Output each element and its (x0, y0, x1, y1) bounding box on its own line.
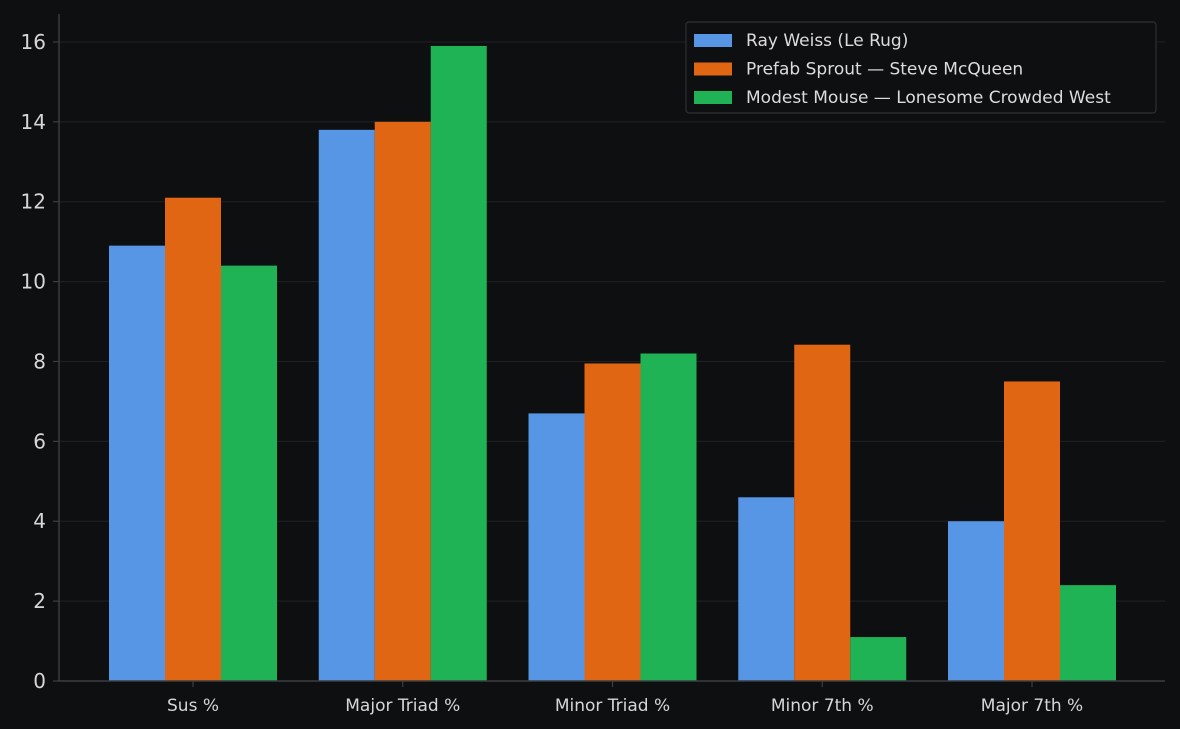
y-tick-label: 10 (21, 270, 46, 294)
y-tick-label: 6 (33, 429, 46, 453)
y-tick-label: 0 (33, 669, 46, 693)
bar-1-1 (109, 245, 165, 681)
y-tick-label: 8 (33, 349, 46, 373)
x-axis-ticks: Sus % Major Triad % Minor Triad % Minor 7th… (167, 681, 1083, 716)
bar-2-2 (374, 121, 431, 682)
bar-3-4 (850, 637, 907, 681)
bar-2-1 (165, 197, 221, 681)
x-tick-label: Minor 7th % (771, 696, 874, 716)
legend-box (685, 21, 1157, 114)
legend-swatch-1 (694, 34, 732, 47)
y-axis-ticks: 0 2 4 6 8 10 12 14 16 (21, 30, 59, 693)
bar-2-5 (1004, 381, 1060, 681)
bar-1-2 (318, 129, 375, 681)
bar-3-5 (1060, 585, 1116, 681)
x-tick-label: Sus % (167, 696, 219, 716)
y-tick-label: 4 (33, 509, 46, 533)
y-tick-label: 14 (21, 110, 46, 134)
x-tick-label: Major 7th % (981, 696, 1083, 716)
bar-1-5 (948, 521, 1004, 681)
legend-label-3: Modest Mouse — Lonesome Crowded West (746, 88, 1111, 108)
legend-swatch-3 (694, 91, 732, 104)
x-tick-label: Major Triad % (345, 696, 460, 716)
bar-3-3 (640, 353, 697, 681)
legend-label-2: Prefab Sprout — Steve McQueen (746, 60, 1023, 80)
y-tick-label: 12 (21, 190, 46, 214)
legend-swatch-2 (694, 62, 732, 76)
bar-1-4 (738, 497, 795, 681)
x-tick-label: Minor Triad % (555, 696, 670, 716)
bar-3-2 (430, 45, 487, 682)
y-tick-label: 16 (21, 30, 46, 54)
legend-label-1: Ray Weiss (Le Rug) (746, 31, 908, 51)
y-tick-label: 2 (33, 589, 46, 613)
legend: Ray Weiss (Le Rug) Prefab Sprout — Steve … (685, 21, 1157, 114)
bar-2-3 (584, 363, 641, 681)
bar-2-4 (794, 344, 851, 681)
bar-3-1 (221, 265, 277, 681)
bars (109, 45, 1116, 682)
bar-1-3 (528, 413, 585, 681)
